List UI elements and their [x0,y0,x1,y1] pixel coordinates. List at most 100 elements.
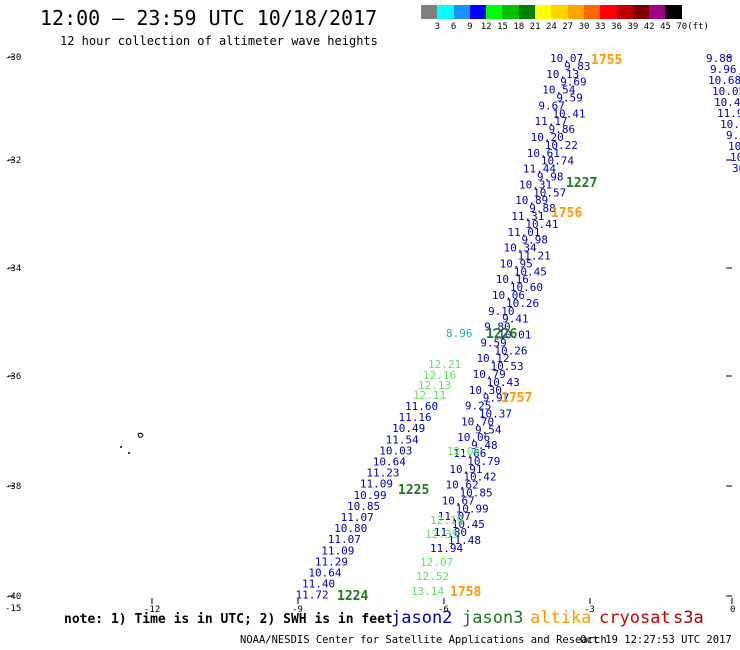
altimeter-tracks: 10.079.8310.139.6910.549.599.6710.4111.1… [296,52,740,602]
units-note: note: 1) Time is in UTC; 2) SWH is in fe… [64,612,393,627]
wave-height-value: 9.97 [483,392,510,405]
wave-height-value: 10.74 [541,155,574,168]
map-frame [8,56,733,604]
wave-height-value: 12.06 [447,445,480,458]
island-shape [137,432,144,438]
legend-tick-label: 12 [480,22,492,32]
wave-height-value: 13.14 [411,585,444,598]
wave-height-value: 10.95 [500,257,533,270]
wave-height-value: 10.54 [542,84,575,97]
wave-height-value: 10.26 [506,297,539,310]
wave-height-value: 9.96 [710,63,737,76]
lon-label: -12 [144,605,160,615]
axis-labels: -30-32-34-36-38-40-15 -12 -9 -6 -3 0 [5,53,735,615]
wave-height-value: 10.37 [479,408,512,421]
legend-cryosat: cryosat [599,608,671,628]
wave-height-value: 11.01 [507,226,540,239]
legend-swatch [616,5,633,19]
legend-unit: (ft) [687,22,709,32]
wave-height-value: 10.01 [498,329,531,342]
legend-tick-label: 6 [450,22,457,32]
wave-height-value: 10.70 [461,415,494,428]
pass-time-label: 1225 [398,483,429,498]
wave-height-value: 11.31 [511,210,544,223]
wave-height-value: 11.23 [366,467,399,480]
wave-height-value: 11.29 [315,555,348,568]
wave-height-value: 9.41 [502,313,529,326]
legend-tick-label: 30 [578,22,590,32]
wave-height-value: 10.13 [546,68,579,81]
lat-label: -32 [5,156,21,166]
wave-height-value: 10.79 [467,455,500,468]
wave-height-value: 9.25 [465,400,492,413]
wave-height-value: 9.10 [488,305,514,318]
footer-credit: NOAA/NESDIS Center for Satellite Applica… [240,634,607,646]
wave-height-value: 10.62 [445,479,478,492]
wave-height-value: 10.99 [353,489,386,502]
pass-time-label: 1755 [591,53,622,68]
wave-height-value: 9.98 [537,171,564,184]
wave-height-value: 11.60 [405,400,438,413]
legend-swatch [421,5,438,19]
legend-swatch [453,5,470,19]
wave-height-value: 11.72 [296,589,329,602]
wave-height-value: 10.05 [712,85,740,98]
wave-height-value: 10.45 [452,518,485,531]
pass-time-label: 1757 [501,391,532,406]
wave-height-value: 11.09 [321,544,354,557]
legend-swatch [518,5,536,19]
pass-time-label: 1227 [566,176,597,191]
wave-height-value: 10.41 [552,107,585,120]
wave-height-value: 9.88 [706,52,733,65]
legend-swatch [551,5,568,19]
legend-tick-label: 36 [611,22,623,32]
lat-label: -34 [5,264,21,274]
wave-height-value: 11.94 [430,542,463,555]
legend-altika: altika [530,608,592,628]
legend-swatch [583,5,601,19]
wave-height-value: 10.43 [487,376,520,389]
pass-time-label: 1756 [551,206,582,221]
legend-tick-label: 21 [529,22,541,32]
wave-height-value: 10.91 [449,463,482,476]
wave-height-value: 12.35 [425,528,458,541]
wave-height-value: 30 [732,162,740,175]
wave-height-value: 11.9 [717,107,740,120]
island-land [120,432,144,454]
pass-time-label: 1224 [337,589,368,604]
wave-height-value: 12.11 [413,389,446,402]
lon-label: -6 [438,605,449,615]
wave-height-value: 9.48 [471,439,498,452]
lat-label: -30 [5,53,21,63]
lat-label: -38 [5,482,21,492]
wave-height-value: 10.79 [473,368,506,381]
wave-height-value: 10.06 [492,289,525,302]
legend-tick-label: 24 [545,22,557,32]
legend-swatch [665,5,682,19]
wave-height-value: 10.64 [373,456,406,469]
wave-height-value: 9.54 [475,423,502,436]
wave-height-value: 10.42 [463,471,496,484]
wave-height-value: 11.07 [328,533,361,546]
legend-tick-label: 18 [513,22,525,32]
wave-height-value: 10.31 [519,178,552,191]
wave-height-value: 9.98 [521,234,548,247]
legend-tick-label: 33 [594,22,606,32]
legend-swatch [469,5,487,19]
wave-height-value: 10.41 [714,96,740,109]
wave-height-value: 11.66 [453,447,486,460]
wave-height-value: 10.07 [550,52,583,65]
legend-tick-label: 3 [434,22,441,32]
legend-swatch [502,5,519,19]
wave-height-value: 11.40 [302,578,335,591]
lat-label: -15 [5,604,21,614]
island-dot [128,452,130,454]
wave-height-value: 11.17 [535,115,568,128]
legend-tick-label: 45 [660,22,671,32]
wave-height-value: 10.67 [442,494,475,507]
lat-label: -40 [5,592,21,602]
legend-tick-label: 70 [676,22,688,32]
legend-tick-label: 39 [627,22,639,32]
wave-height-value: 10.03 [379,444,412,457]
wave-height-value: 10.16 [496,273,529,286]
